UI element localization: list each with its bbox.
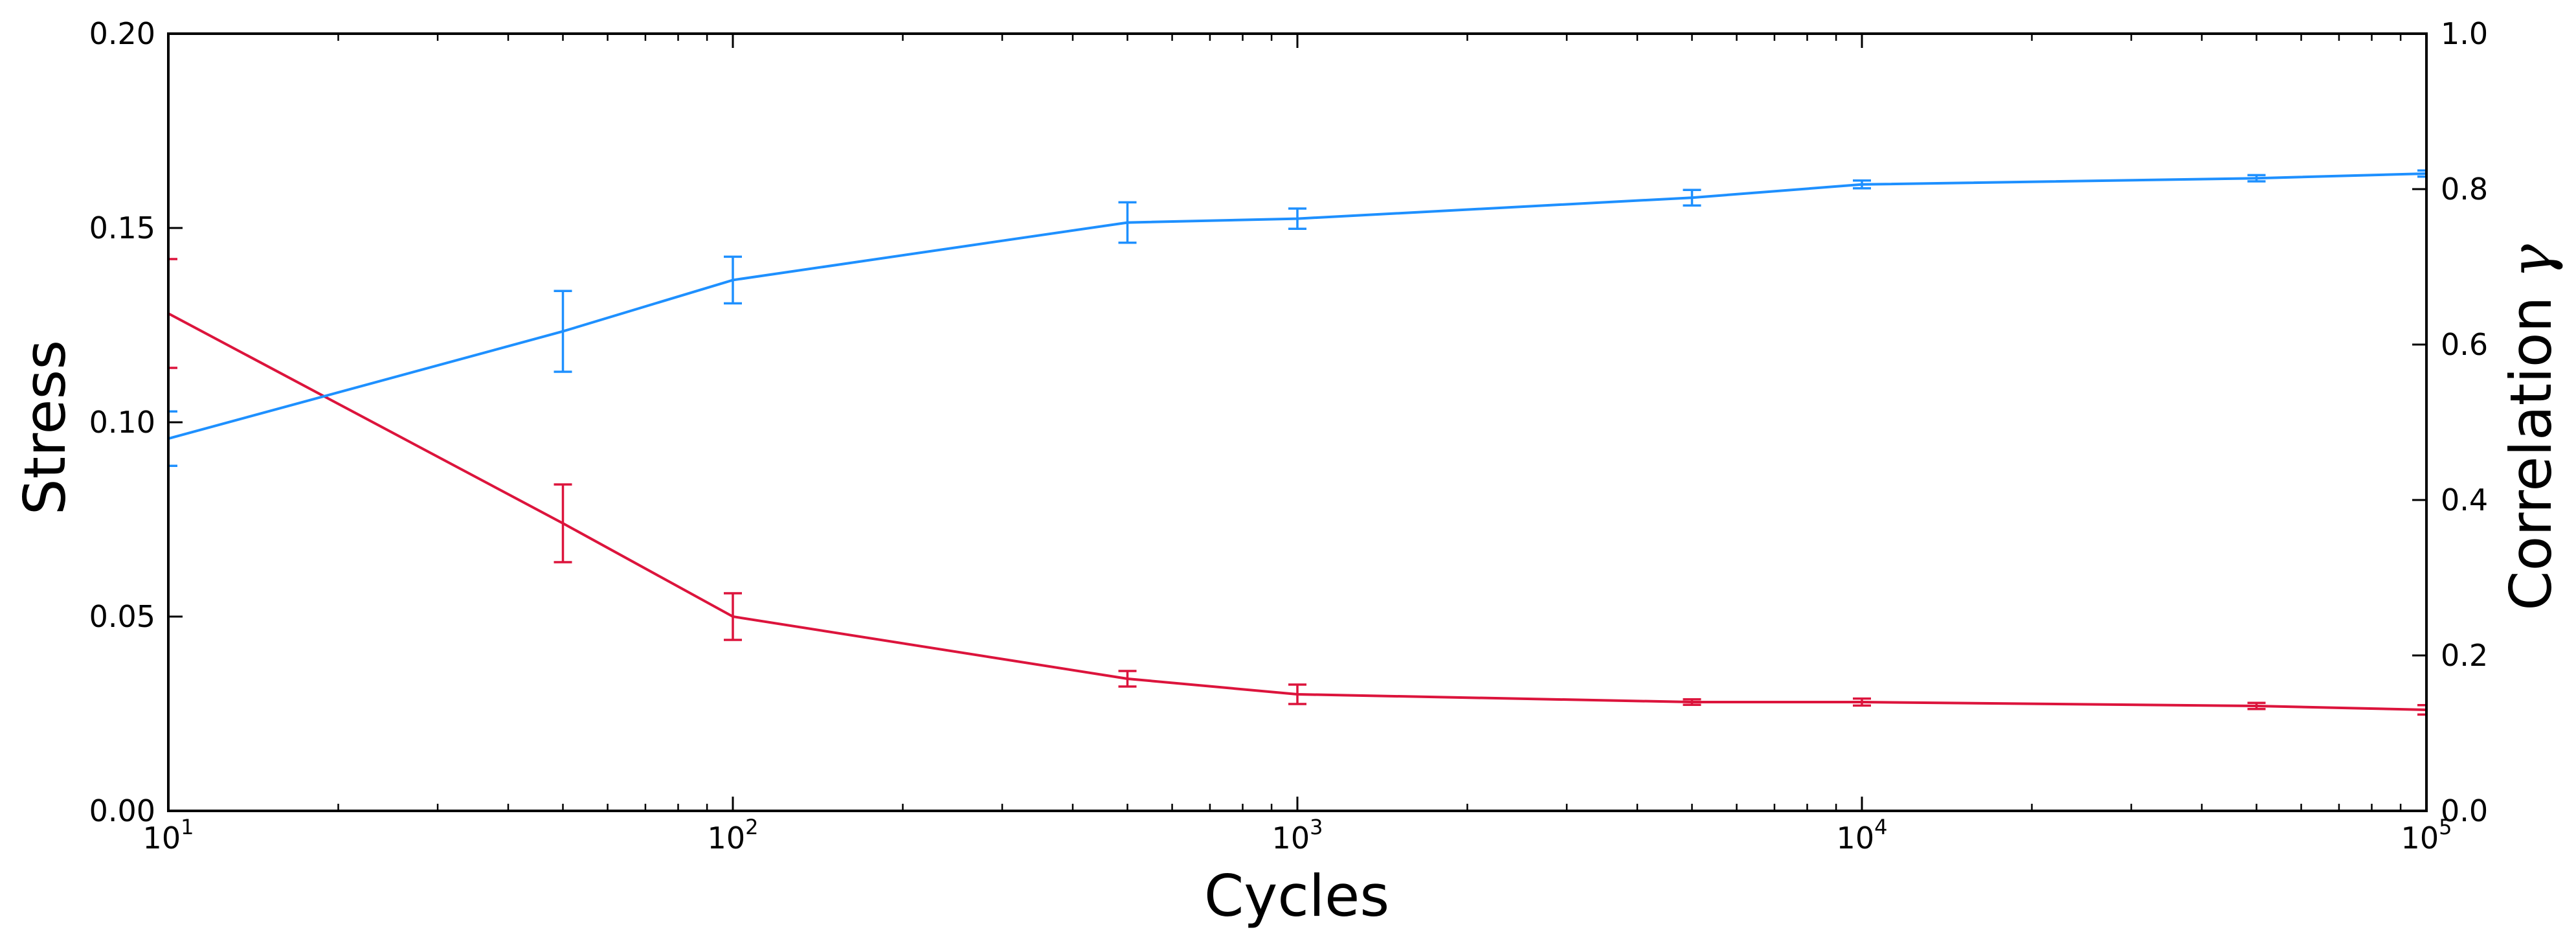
y-right-tick-label: 0.6 (2441, 327, 2488, 362)
y-axis-title-right: Correlation γ (2498, 244, 2564, 611)
x-tick-exponent: 1 (181, 815, 194, 839)
plot-frame (167, 32, 2428, 812)
x-tick-label: 103 (1272, 815, 1323, 856)
y-left-tick-label: 0.10 (89, 405, 155, 440)
x-tick-exponent: 5 (2439, 815, 2452, 839)
y-right-tick-label: 1.0 (2441, 16, 2488, 51)
y-axis-title-right-text: Correlation (2498, 297, 2564, 611)
x-tick-base: 10 (708, 821, 746, 856)
x-tick-label: 101 (143, 815, 194, 856)
y-right-tick-label: 0.0 (2441, 793, 2488, 828)
y-left-tick-label: 0.15 (89, 210, 155, 245)
x-tick-label: 105 (2401, 815, 2452, 856)
x-tick-base: 10 (2401, 821, 2439, 856)
y-axis-title-left: Stress (12, 340, 78, 515)
x-tick-exponent: 4 (1874, 815, 1887, 839)
x-tick-base: 10 (1272, 821, 1310, 856)
gamma-symbol: γ (2498, 244, 2564, 278)
x-tick-label: 104 (1837, 815, 1888, 856)
x-tick-exponent: 2 (745, 815, 758, 839)
series-layer (168, 169, 2426, 716)
y-right-tick-label: 0.8 (2441, 172, 2488, 207)
y-left-tick-label: 0.20 (89, 16, 155, 51)
y-left-tick-label: 0.05 (89, 599, 155, 634)
y-right-tick-label: 0.2 (2441, 638, 2488, 673)
x-axis-title: Cycles (1204, 863, 1389, 929)
ticks-layer: 101 102 103 104 1050.000.050.100.150.200.00.… (89, 16, 2489, 856)
x-tick-base: 10 (143, 821, 181, 856)
x-tick-base: 10 (1837, 821, 1875, 856)
x-tick-label: 102 (708, 815, 759, 856)
x-tick-exponent: 3 (1310, 815, 1323, 839)
y-right-tick-label: 0.4 (2441, 483, 2488, 517)
y-left-tick-label: 0.00 (89, 793, 155, 828)
